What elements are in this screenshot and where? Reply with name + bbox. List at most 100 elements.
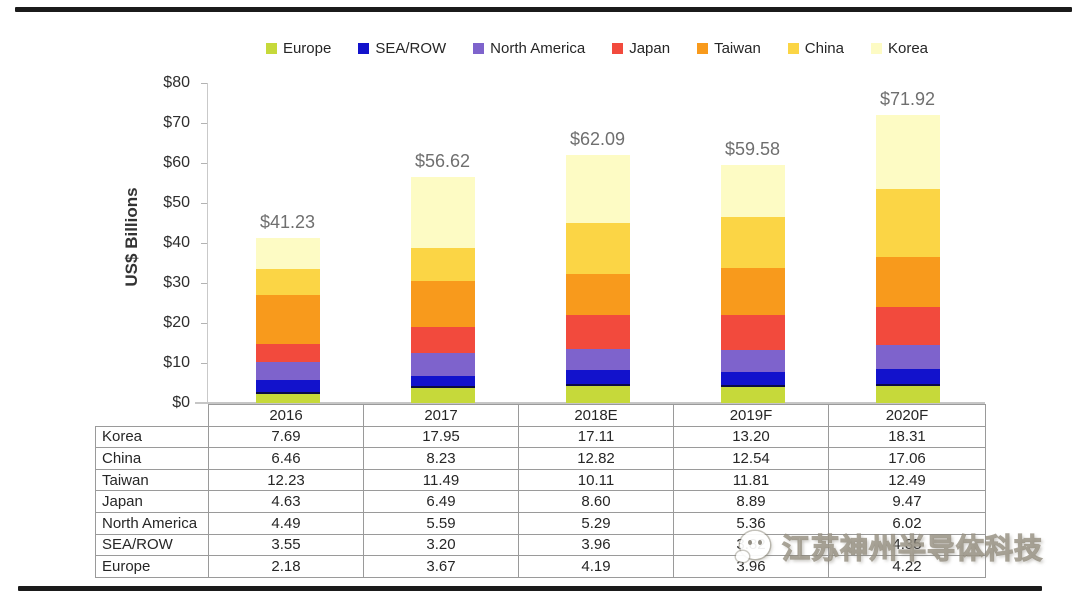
bar-segment-sea-row-2017 (410, 375, 475, 389)
legend-swatch-north-america (473, 43, 485, 54)
bar-segment-taiwan-2017 (410, 281, 475, 328)
legend-swatch-japan (612, 43, 624, 54)
bar-segment-china-2016 (255, 268, 320, 295)
bar-segment-china-2020f (875, 188, 940, 257)
bar-segment-japan-2019f (720, 314, 785, 351)
row-label: North America (95, 511, 209, 535)
table-row-china: China 6.46 8.23 12.82 12.54 17.06 (95, 447, 986, 470)
table-cell: 11.49 (363, 468, 519, 492)
y-tick-label: $70 (163, 114, 190, 131)
legend-label: Taiwan (714, 40, 761, 57)
bar-total-label-2018e: $62.09 (569, 128, 626, 149)
row-label: Taiwan (95, 468, 209, 492)
row-label: Europe (95, 555, 209, 578)
bottom-divider (18, 586, 1042, 591)
table-cell: 17.95 (363, 425, 519, 449)
data-table: 2016 2017 2018E 2019F 2020F Korea 7.69 17.95 17.… (95, 404, 986, 578)
y-tick-label: $80 (163, 74, 190, 91)
bar-segment-north-america-2016 (255, 362, 320, 381)
table-cell: 4.22 (828, 555, 986, 578)
table-cell: 3.20 (363, 533, 519, 557)
table-row-europe: Europe 2.18 3.67 4.19 3.96 4.22 (95, 555, 986, 578)
table-cell: 4.19 (518, 555, 674, 578)
column-header-2018e: 2018E (518, 404, 674, 427)
y-tick-mark (201, 203, 207, 204)
y-axis-title: US$ Billions (122, 187, 141, 287)
bar-segment-korea-2019f (720, 164, 785, 218)
table-cell: 8.23 (363, 447, 519, 470)
legend-item-europe: Europe (265, 40, 332, 57)
y-tick-label: $0 (172, 394, 190, 411)
table-cell: 11.81 (673, 468, 829, 492)
top-divider (15, 7, 1072, 12)
table-cell: 4.35 (828, 533, 986, 557)
y-tick-label: $10 (163, 354, 190, 371)
y-tick-mark (201, 283, 207, 284)
bar-segment-korea-2016 (255, 238, 320, 269)
legend-label: China (804, 40, 844, 57)
table-cell: 12.54 (673, 447, 829, 470)
bar-segment-europe-2016 (255, 394, 320, 403)
table-cell: 3.55 (208, 533, 364, 557)
bar-segment-north-america-2017 (410, 353, 475, 376)
column-header-2017: 2017 (363, 404, 519, 427)
table-cell: 6.49 (363, 490, 519, 513)
bar-segment-north-america-2018e (565, 349, 630, 371)
table-cell: 13.20 (673, 425, 829, 449)
table-cell: 17.06 (828, 447, 986, 470)
bar-segment-europe-2017 (410, 388, 475, 403)
table-cell: 12.82 (518, 447, 674, 470)
legend-label: Korea (888, 40, 929, 57)
table-cell: 6.02 (828, 511, 986, 535)
legend-swatch-taiwan (697, 43, 709, 54)
bar-segment-taiwan-2019f (720, 267, 785, 315)
bar-segment-europe-2019f (720, 387, 785, 403)
table-cell: 12.23 (208, 468, 364, 492)
table-cell: 18.31 (828, 425, 986, 449)
row-label: Korea (95, 425, 209, 449)
table-cell: 7.69 (208, 425, 364, 449)
legend-item-sea-row: SEA/ROW (358, 40, 446, 57)
table-cell: 5.59 (363, 511, 519, 535)
column-header-2019f: 2019F (673, 404, 829, 427)
table-cell: 4.63 (208, 490, 364, 513)
y-tick-mark (201, 163, 207, 164)
table-cell: 3.67 (363, 555, 519, 578)
table-cell: 4.49 (208, 511, 364, 535)
table-corner-blank (96, 405, 209, 427)
bar-total-label-2016: $41.23 (259, 212, 316, 233)
y-tick-mark (201, 123, 207, 124)
y-axis-line (207, 83, 208, 403)
legend-swatch-sea-row (358, 43, 370, 54)
column-header-2020f: 2020F (828, 404, 986, 427)
table-cell: 3.96 (673, 555, 829, 578)
legend-label: Japan (629, 40, 671, 57)
legend-label: Europe (282, 40, 332, 57)
bar-total-label-2017: $56.62 (414, 150, 471, 171)
table-row-sea-row: SEA/ROW 3.55 3.20 3.96 3.82 4.35 (95, 533, 986, 557)
bar-segment-japan-2016 (255, 343, 320, 363)
bar-segment-europe-2018e (565, 386, 630, 403)
bar-segment-sea-row-2016 (255, 380, 320, 395)
legend-swatch-china (787, 43, 799, 54)
bar-segment-korea-2018e (565, 154, 630, 224)
y-tick-label: $50 (163, 194, 190, 211)
bar-segment-china-2019f (720, 217, 785, 268)
column-header-2016: 2016 (208, 404, 364, 427)
table-cell: 3.82 (673, 533, 829, 557)
y-tick-mark (201, 323, 207, 324)
table-cell: 3.96 (518, 533, 674, 557)
bar-segment-sea-row-2019f (720, 371, 785, 388)
table-cell: 5.29 (518, 511, 674, 535)
table-cell: 2.18 (208, 555, 364, 578)
table-cell: 10.11 (518, 468, 674, 492)
table-cell: 9.47 (828, 490, 986, 513)
y-tick-label: $20 (163, 314, 190, 331)
table-cell: 12.49 (828, 468, 986, 492)
x-axis-baseline (195, 402, 985, 404)
legend-swatch-korea (871, 43, 882, 54)
bar-segment-china-2018e (565, 223, 630, 275)
y-tick-label: $60 (163, 154, 190, 171)
table-cell: 8.60 (518, 490, 674, 513)
